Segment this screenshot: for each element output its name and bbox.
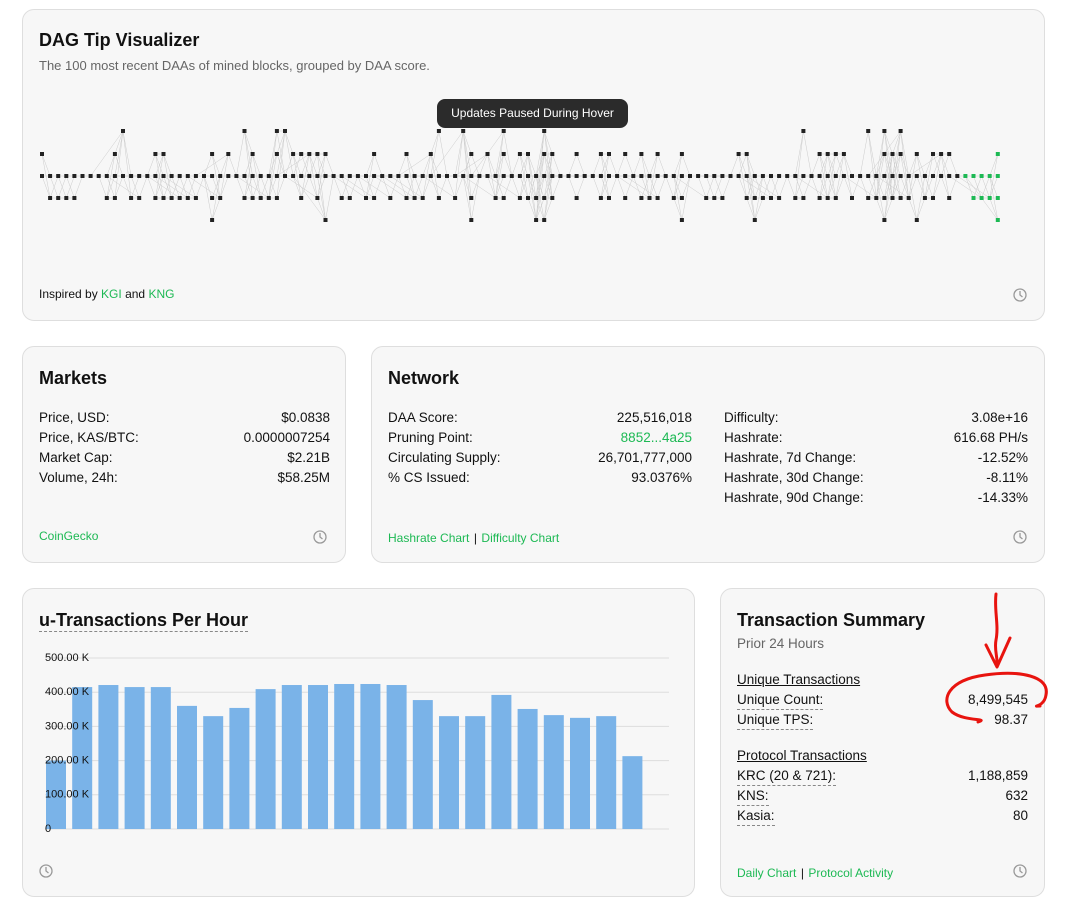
separator: | [473, 531, 477, 545]
row-label: Kasia: [737, 806, 775, 826]
row-value: 8852...4a25 [620, 430, 692, 445]
row-value: -12.52% [977, 450, 1028, 465]
row-label: Unique Count: [737, 690, 824, 710]
summary-section: Unique Transactions Unique Count: 8,499,54… [737, 670, 1028, 730]
coingecko-link[interactable]: CoinGecko [39, 529, 99, 543]
row-label: Hashrate, 30d Change: [724, 470, 864, 485]
network-left-rows: DAA Score: 225,516,018 Pruning Point: 8852.… [388, 408, 692, 488]
row: Hashrate: 616.68 PH/s [724, 428, 1028, 448]
markets-title: Markets [39, 368, 108, 388]
row-label: DAA Score: [388, 410, 458, 425]
row-value: 8,499,545 [967, 692, 1028, 707]
row: % CS Issued: 93.0376% [388, 468, 692, 488]
row-label: Unique TPS: [737, 710, 814, 730]
row-value: 93.0376% [631, 470, 692, 485]
footer-text: Inspired by [39, 287, 98, 301]
difficulty-chart-link[interactable]: Difficulty Chart [481, 531, 560, 545]
row: Hashrate, 30d Change: -8.11% [724, 468, 1028, 488]
row: Pruning Point: 8852...4a25 [388, 428, 692, 448]
row: Market Cap: $2.21B [39, 448, 330, 468]
row-label: % CS Issued: [388, 470, 470, 485]
summary-section: Protocol Transactions KRC (20 & 721): 1,18… [737, 746, 1028, 826]
row-value: -14.33% [977, 490, 1028, 505]
summary-subtitle: Prior 24 Hours [737, 636, 825, 651]
row: Hashrate, 7d Change: -12.52% [724, 448, 1028, 468]
separator: | [800, 866, 804, 880]
row-label: Price, USD: [39, 410, 110, 425]
row: KNS: 632 [737, 786, 1028, 806]
row: DAA Score: 225,516,018 [388, 408, 692, 428]
network-title: Network [388, 368, 460, 388]
row-value: 26,701,777,000 [598, 450, 692, 465]
row-value: 1,188,859 [967, 768, 1028, 783]
row: Price, USD: $0.0838 [39, 408, 330, 428]
row-label: Pruning Point: [388, 430, 473, 445]
dag-subtitle: The 100 most recent DAAs of mined blocks… [39, 58, 430, 73]
row: Price, KAS/BTC: 0.0000007254 [39, 428, 330, 448]
row-value: $0.0838 [281, 410, 330, 425]
row: Difficulty: 3.08e+16 [724, 408, 1028, 428]
hashrate-chart-link[interactable]: Hashrate Chart [388, 531, 470, 545]
summary-title: Transaction Summary [737, 610, 926, 630]
row: Kasia: 80 [737, 806, 1028, 826]
row-label: Hashrate, 7d Change: [724, 450, 857, 465]
dag-footer: Inspired by KGI and KNG [39, 287, 174, 301]
row-label: KNS: [737, 786, 769, 806]
dag-title: DAG Tip Visualizer [39, 30, 200, 50]
row-value: 98.37 [994, 712, 1028, 727]
chart-title: u-Transactions Per Hour [39, 610, 249, 632]
kgi-link[interactable]: KGI [101, 287, 122, 301]
footer-text: and [125, 287, 146, 301]
row-label: Difficulty: [724, 410, 779, 425]
row-value: $58.25M [277, 470, 330, 485]
row-value: 632 [1005, 788, 1028, 803]
row: Unique TPS: 98.37 [737, 710, 1028, 730]
network-links: Hashrate Chart | Difficulty Chart [388, 529, 559, 547]
row-label: Hashrate, 90d Change: [724, 490, 864, 505]
kng-link[interactable]: KNG [148, 287, 175, 301]
network-right-rows: Difficulty: 3.08e+16 Hashrate: 616.68 PH/s H… [724, 408, 1028, 508]
chart-card: u-Transactions Per Hour [22, 588, 695, 897]
row-value: 616.68 PH/s [953, 430, 1028, 445]
row: Unique Count: 8,499,545 [737, 690, 1028, 710]
markets-card: Markets Price, USD: $0.0838 Price, KAS/BTC… [22, 346, 346, 563]
tooltip: Updates Paused During Hover [437, 99, 628, 128]
row-label: Market Cap: [39, 450, 113, 465]
row-label: KRC (20 & 721): [737, 766, 837, 786]
row: Hashrate, 90d Change: -14.33% [724, 488, 1028, 508]
row-label: Circulating Supply: [388, 450, 501, 465]
daily-chart-link[interactable]: Daily Chart [737, 866, 797, 880]
row-label: Volume, 24h: [39, 470, 118, 485]
row: KRC (20 & 721): 1,188,859 [737, 766, 1028, 786]
markets-rows: Price, USD: $0.0838 Price, KAS/BTC: 0.00000… [39, 408, 330, 488]
row: Volume, 24h: $58.25M [39, 468, 330, 488]
section-heading: Protocol Transactions [737, 748, 867, 763]
protocol-activity-link[interactable]: Protocol Activity [808, 866, 894, 880]
row: Circulating Supply: 26,701,777,000 [388, 448, 692, 468]
summary-rows: Unique Transactions Unique Count: 8,499,54… [737, 670, 1028, 826]
row-value: 3.08e+16 [971, 410, 1028, 425]
row-value: 0.0000007254 [243, 430, 330, 445]
row-value: -8.11% [986, 470, 1028, 485]
network-card: Network DAA Score: 225,516,018 Pruning Poi… [371, 346, 1045, 563]
summary-card: Transaction Summary Prior 24 Hours Uniqu… [720, 588, 1045, 897]
row-value: $2.21B [287, 450, 330, 465]
row-value: 80 [1012, 808, 1028, 823]
row-value: 225,516,018 [616, 410, 692, 425]
row-label: Hashrate: [724, 430, 783, 445]
dag-card: DAG Tip Visualizer The 100 most recent D… [22, 9, 1045, 321]
row-label: Price, KAS/BTC: [39, 430, 139, 445]
summary-links: Daily Chart | Protocol Activity [737, 864, 893, 882]
section-heading: Unique Transactions [737, 672, 861, 687]
